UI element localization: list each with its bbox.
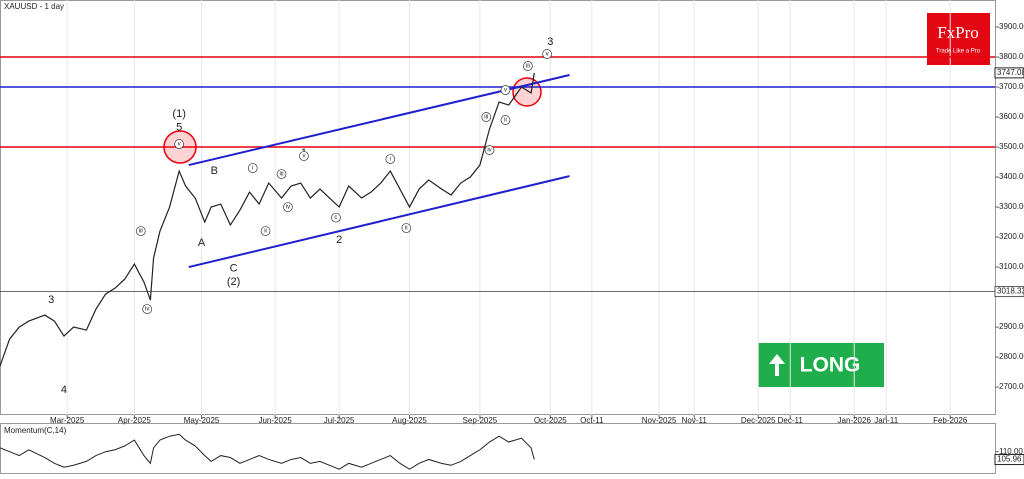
y-tick-label: 3500.00 — [999, 142, 1024, 151]
y-tick-label: 3200.00 — [999, 232, 1024, 241]
wave-circle — [331, 212, 341, 223]
x-tick-label: Oct-11 — [580, 416, 604, 425]
y-tick-label: 3600.00 — [999, 112, 1024, 121]
wave-label: 4 — [61, 384, 67, 396]
wave-label: C — [230, 262, 238, 274]
level-label-box — [994, 286, 1024, 298]
wave-label: i — [390, 157, 391, 163]
y-tick-label: 3700.00 — [999, 82, 1024, 91]
wave-circle — [142, 304, 153, 314]
x-tick-label: May-2025 — [184, 416, 220, 425]
x-tick-label: Jan-2026 — [838, 416, 872, 425]
wave-label: c — [334, 215, 337, 221]
signal-label: LONG — [800, 354, 861, 377]
wave-label: iii — [139, 229, 143, 235]
x-tick-label: Mar-2025 — [50, 416, 85, 425]
momentum-line — [0, 433, 535, 470]
wave-circle — [500, 85, 511, 95]
up-arrow — [769, 354, 785, 376]
wave-label: iv — [145, 307, 149, 313]
x-tick-label: Jan-11 — [874, 416, 898, 425]
wave-label: iv — [286, 205, 290, 211]
x-tick-label: Apr-2025 — [118, 416, 151, 425]
wave-label: 3 — [48, 294, 54, 306]
wave-label: v — [504, 88, 507, 94]
chart-title: XAUUSD - 1 day — [4, 2, 64, 11]
wave-circle — [283, 202, 293, 212]
y-tick-label: 3900.00 — [999, 22, 1024, 31]
last-price-label: 3747.08 — [997, 68, 1024, 77]
wave-circle — [401, 223, 412, 233]
y-tick-label: 2900.00 — [999, 322, 1024, 331]
x-tick-label: Jul-2025 — [324, 416, 355, 425]
x-tick-label: Nov-11 — [682, 416, 708, 425]
x-tick-label: Dec-11 — [778, 416, 804, 425]
x-tick-label: Oct-2025 — [534, 416, 567, 425]
wave-label: iv — [487, 148, 491, 154]
wave-circle — [174, 139, 185, 149]
wave-label: v — [546, 52, 549, 58]
wave-circle — [542, 49, 552, 59]
momentum-frame — [0, 423, 996, 474]
wave-circle — [247, 163, 258, 173]
wave-label: iii — [484, 115, 488, 121]
wave-circle — [500, 115, 511, 125]
wave-label: iii — [526, 64, 530, 70]
wave-circle — [299, 151, 309, 161]
wave-label: ii — [504, 118, 507, 124]
highlight-circle — [512, 77, 542, 107]
wave-circle — [276, 169, 287, 179]
y-tick-label: 3400.00 — [999, 172, 1024, 181]
wave-label: B — [211, 165, 218, 177]
wave-label: (1) — [172, 108, 185, 120]
wave-label: v — [302, 154, 305, 160]
momentum-last-label: 105.96 — [997, 455, 1022, 464]
y-tick-label: 2700.00 — [999, 382, 1024, 391]
wave-circle — [260, 226, 271, 236]
x-tick-label: Aug-2025 — [392, 416, 427, 425]
y-tick-label: 3300.00 — [999, 202, 1024, 211]
wave-circle — [523, 61, 533, 71]
wave-circle — [481, 112, 492, 122]
wave-label: ii — [405, 226, 408, 232]
wave-label: v — [178, 142, 181, 148]
x-tick-label: Sep-2025 — [463, 416, 498, 425]
logo-brand: FxPro — [937, 23, 979, 42]
wave-label: ii — [264, 229, 267, 235]
level-label: 3018.33 — [997, 287, 1024, 296]
channel-line — [188, 74, 570, 167]
y-tick-label: 3800.00 — [999, 52, 1024, 61]
momentum-last-box — [994, 454, 1024, 466]
logo-tagline: Trade Like a Pro — [936, 49, 981, 55]
wave-label: (2) — [227, 276, 240, 288]
wave-label: i — [252, 166, 253, 172]
wave-circle — [484, 145, 495, 155]
wave-label: A — [198, 237, 206, 249]
x-tick-label: Jun-2025 — [258, 416, 292, 425]
wave-circle — [135, 226, 146, 236]
momentum-tick-label: 110.00 — [999, 447, 1023, 456]
momentum-title: Momentum(C,14) — [4, 426, 67, 435]
x-tick-label: Dec-2025 — [741, 416, 776, 425]
wave-label: 3 — [547, 36, 553, 48]
wave-label: iii — [280, 172, 284, 178]
wave-label: 2 — [336, 234, 342, 246]
last-price-box — [994, 67, 1024, 79]
y-tick-label: 2800.00 — [999, 352, 1024, 361]
price-line — [0, 72, 535, 367]
x-tick-label: Nov-2025 — [642, 416, 677, 425]
x-tick-label: Feb-2026 — [933, 416, 968, 425]
wave-label: 5 — [176, 121, 182, 133]
wave-circle — [385, 154, 396, 164]
channel-line — [188, 175, 570, 269]
y-tick-label: 3100.00 — [999, 262, 1024, 271]
